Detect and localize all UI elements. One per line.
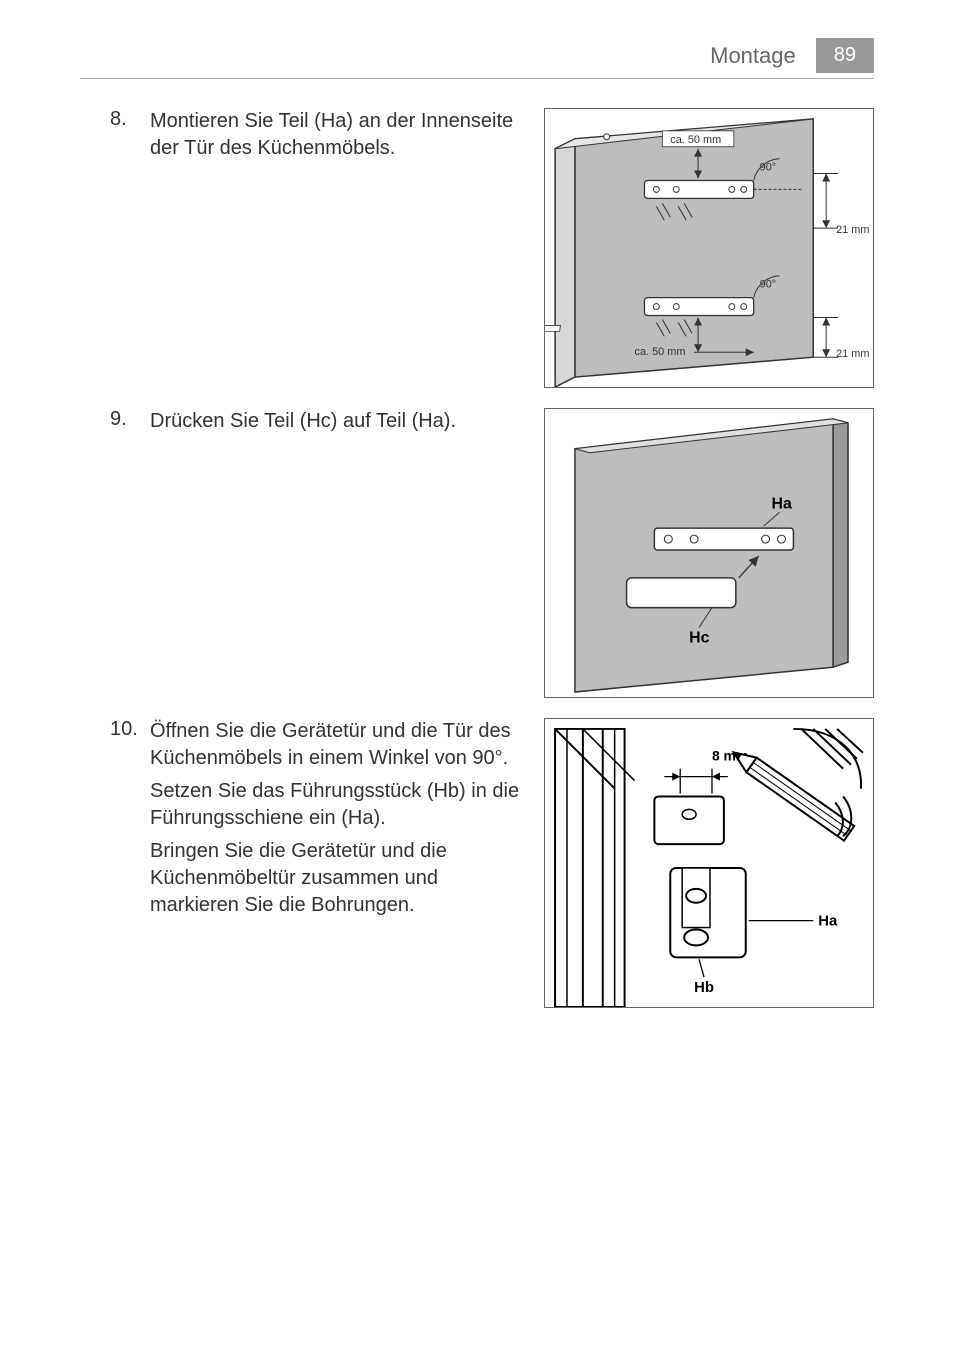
header-rule <box>80 78 874 79</box>
paragraph: Setzen Sie das Führungsstück (Hb) in die… <box>150 778 530 832</box>
fig2-label-hc: Hc <box>689 629 709 646</box>
content: 8. Montieren Sie Teil (Ha) an der Innens… <box>110 108 874 1028</box>
fig1-bot-label: ca. 50 mm <box>635 346 686 358</box>
fig2-label-ha: Ha <box>772 495 792 512</box>
page-header: Montage 89 <box>710 38 874 73</box>
fig3-label-ha: Ha <box>818 914 838 930</box>
step-number: 10. <box>110 718 150 1008</box>
paragraph: Bringen Sie die Gerätetür und die Küchen… <box>150 838 530 919</box>
step-text-block: 9. Drücken Sie Teil (Hc) auf Teil (Ha). <box>110 408 530 698</box>
figure-1: 90° ca. 50 mm 21 mm <box>544 108 874 388</box>
section-title: Montage <box>710 43 796 69</box>
step-text: Öffnen Sie die Gerätetür und die Tür des… <box>150 718 530 1008</box>
step-number: 8. <box>110 108 150 388</box>
paragraph: Öffnen Sie die Gerätetür und die Tür des… <box>150 718 530 772</box>
step-text-block: 8. Montieren Sie Teil (Ha) an der Innens… <box>110 108 530 388</box>
page-number: 89 <box>816 38 874 73</box>
fig1-dim-bot: 21 mm <box>836 348 869 360</box>
step-text: Montieren Sie Teil (Ha) an der Innenseit… <box>150 108 530 388</box>
fig1-dim-top: 21 mm <box>836 224 869 236</box>
step-8: 8. Montieren Sie Teil (Ha) an der Innens… <box>110 108 874 388</box>
step-text-block: 10. Öffnen Sie die Gerätetür und die Tür… <box>110 718 530 1008</box>
fig1-angle-top: 90° <box>760 162 777 174</box>
step-number: 9. <box>110 408 150 698</box>
figure-3: Hb Ha 8 mm <box>544 718 874 1008</box>
paragraph: Montieren Sie Teil (Ha) an der Innenseit… <box>150 108 530 162</box>
figure-2: Ha Hc <box>544 408 874 698</box>
step-10: 10. Öffnen Sie die Gerätetür und die Tür… <box>110 718 874 1008</box>
paragraph: Drücken Sie Teil (Hc) auf Teil (Ha). <box>150 408 456 435</box>
step-9: 9. Drücken Sie Teil (Hc) auf Teil (Ha). … <box>110 408 874 698</box>
fig1-angle-bot: 90° <box>760 279 777 291</box>
fig3-label-hb: Hb <box>694 980 714 996</box>
fig1-top-label: ca. 50 mm <box>670 134 721 146</box>
step-text: Drücken Sie Teil (Hc) auf Teil (Ha). <box>150 408 456 698</box>
